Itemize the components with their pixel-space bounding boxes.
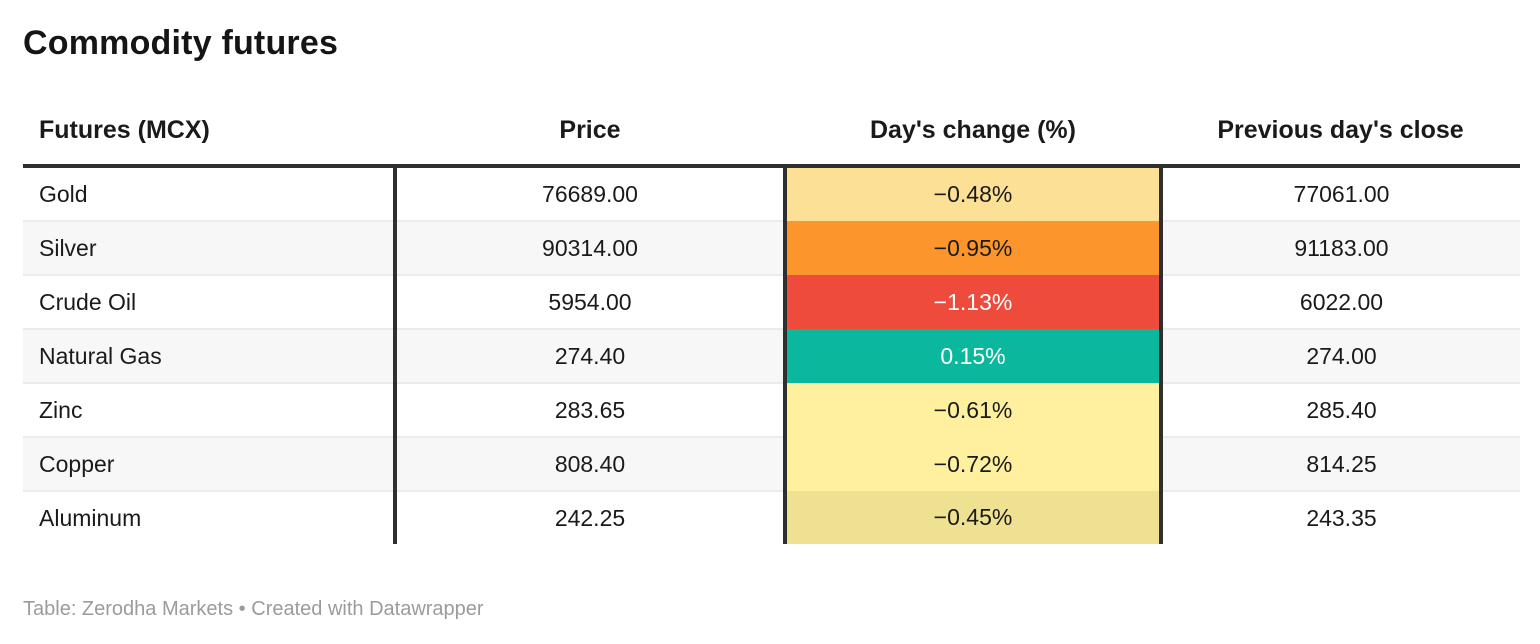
days-change-cell: −1.13%	[783, 275, 1163, 329]
commodity-table: Futures (MCX) Price Day's change (%) Pre…	[23, 116, 1520, 544]
table-row: Copper 808.40 −0.72% 814.25	[23, 436, 1520, 491]
footer-separator: •	[238, 598, 246, 620]
page-title: Commodity futures	[23, 24, 339, 62]
days-change-cell: −0.48%	[783, 166, 1163, 221]
column-header-futures: Futures (MCX)	[23, 116, 395, 168]
futures-name-cell: Gold	[23, 166, 397, 221]
price-cell: 90314.00	[395, 220, 785, 275]
price-cell: 283.65	[395, 382, 785, 437]
source-label: Table: Zerodha Markets	[23, 598, 234, 620]
futures-name-cell: Aluminum	[23, 490, 397, 544]
days-change-cell: −0.61%	[783, 383, 1163, 437]
price-cell: 76689.00	[542, 180, 638, 207]
column-header-price: Price	[395, 116, 785, 168]
column-header-days-change: Day's change (%)	[785, 116, 1161, 168]
prev-close-cell: 6022.00	[1161, 274, 1520, 329]
price-cell: 5954.00	[395, 274, 785, 329]
futures-name-cell: Silver	[23, 220, 397, 275]
days-change-cell: −0.72%	[783, 437, 1163, 491]
prev-close-cell: 243.35	[1161, 490, 1520, 544]
attribution-footer: Table: Zerodha Markets • Created with Da…	[23, 598, 484, 621]
futures-name-cell: Zinc	[23, 382, 397, 437]
table-body: Gold 76689.00 −0.48% 77061.00 Silver 903…	[23, 166, 1520, 544]
table-row: Natural Gas 274.40 0.15% 274.00	[23, 328, 1520, 383]
table-row: Zinc 283.65 −0.61% 285.40	[23, 382, 1520, 437]
price-cell: 242.25	[395, 490, 785, 544]
prev-close-cell: 77061.00	[1293, 180, 1390, 207]
table-row: Aluminum 242.25 −0.45% 243.35	[23, 490, 1520, 544]
table-row: Silver 90314.00 −0.95% 91183.00	[23, 220, 1520, 275]
prev-close-cell: 91183.00	[1161, 220, 1520, 275]
prev-close-cell: 274.00	[1161, 328, 1520, 383]
days-change-cell: −0.45%	[783, 491, 1163, 544]
prev-close-cell: 285.40	[1161, 382, 1520, 437]
days-change-cell: −0.95%	[783, 221, 1163, 275]
datawrapper-credit-link[interactable]: Created with Datawrapper	[251, 598, 484, 620]
column-header-prev-close: Previous day's close	[1161, 116, 1520, 168]
price-cell: 274.40	[395, 328, 785, 383]
price-cell: 808.40	[395, 436, 785, 491]
table-row: Crude Oil 5954.00 −1.13% 6022.00	[23, 274, 1520, 329]
table-header: Futures (MCX) Price Day's change (%) Pre…	[23, 116, 1520, 168]
days-change-cell: 0.15%	[783, 329, 1163, 383]
futures-name-cell: Natural Gas	[23, 328, 397, 383]
prev-close-cell: 814.25	[1161, 436, 1520, 491]
table-header-row: Futures (MCX) Price Day's change (%) Pre…	[23, 116, 1520, 168]
futures-name-cell: Crude Oil	[23, 274, 397, 329]
table-row: Gold 76689.00 −0.48% 77061.00	[23, 166, 1520, 221]
futures-name-cell: Copper	[23, 436, 397, 491]
